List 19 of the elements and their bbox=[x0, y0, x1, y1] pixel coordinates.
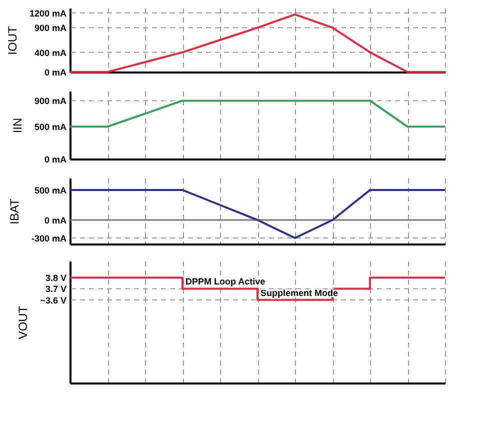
y-tick-label: 500 mA bbox=[34, 186, 67, 196]
y-tick-label: 900 mA bbox=[34, 23, 67, 34]
y-tick-label: 1200 mA bbox=[29, 8, 67, 18]
y-tick-label: 0 mA bbox=[44, 216, 67, 226]
y-tick-label: 3.8 V bbox=[45, 273, 66, 284]
y-tick-label: -300 mA bbox=[31, 234, 67, 244]
y-tick-label: ~3.6 V bbox=[40, 295, 66, 306]
y-tick-label: 0 mA bbox=[44, 154, 67, 164]
y-tick-label: 3.7 V bbox=[45, 284, 66, 294]
y-tick-label: 500 mA bbox=[34, 122, 67, 132]
y-axis-title: IIN bbox=[10, 118, 24, 134]
y-tick-label: 0 mA bbox=[44, 68, 67, 78]
y-axis-title: IOUT bbox=[5, 26, 20, 55]
annotation: DPPM Loop Active bbox=[186, 276, 266, 287]
y-tick-label: 900 mA bbox=[34, 96, 67, 106]
y-axis-title: VOUT bbox=[16, 305, 30, 340]
line-series bbox=[69, 189, 446, 239]
y-tick-label: 400 mA bbox=[34, 48, 67, 58]
y-axis-title: IBAT bbox=[7, 198, 22, 224]
